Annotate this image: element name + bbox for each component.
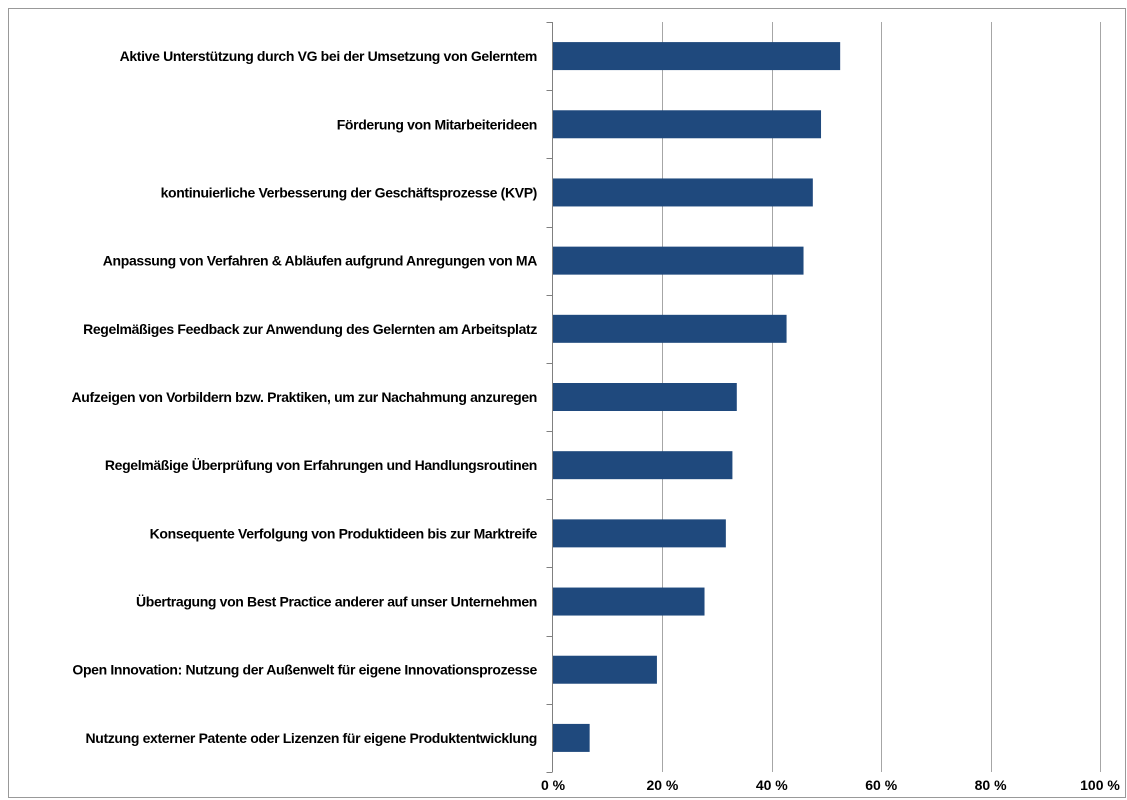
bar: [553, 42, 841, 71]
bar: [553, 723, 590, 752]
bar: [553, 655, 657, 684]
bar: [553, 246, 804, 275]
category-label: Anpassung von Verfahren & Abläufen aufgr…: [103, 253, 537, 269]
x-tick-label: 100 %: [1080, 777, 1120, 793]
bar: [553, 587, 705, 616]
x-tick-label: 60 %: [865, 777, 897, 793]
category-label: Nutzung externer Patente oder Lizenzen f…: [86, 730, 538, 746]
category-label: Förderung von Mitarbeiterideen: [337, 116, 537, 132]
category-label: Open Innovation: Nutzung der Außenwelt f…: [72, 662, 537, 678]
y-axis: [546, 22, 553, 773]
bar: [553, 451, 733, 480]
category-label: Konsequente Verfolgung von Produktideen …: [150, 525, 538, 541]
x-tick-label: 20 %: [646, 777, 678, 793]
bar: [553, 178, 813, 207]
category-label: kontinuierliche Verbesserung der Geschäf…: [161, 184, 537, 200]
x-tick-label: 80 %: [975, 777, 1007, 793]
bars: [553, 42, 841, 752]
gridlines: [662, 22, 1101, 772]
category-label: Regelmäßige Überprüfung von Erfahrungen …: [105, 457, 537, 473]
x-tick-label: 0 %: [541, 777, 566, 793]
x-tick-label: 40 %: [756, 777, 788, 793]
category-label: Aufzeigen von Vorbildern bzw. Praktiken,…: [72, 389, 538, 405]
category-label: Regelmäßiges Feedback zur Anwendung des …: [83, 321, 537, 337]
bar: [553, 110, 822, 139]
bar: [553, 519, 726, 548]
bar: [553, 383, 737, 411]
bar: [553, 314, 787, 343]
category-label: Übertragung von Best Practice anderer au…: [136, 594, 537, 610]
category-labels: Aktive Unterstützung durch VG bei der Um…: [72, 48, 538, 746]
category-label: Aktive Unterstützung durch VG bei der Um…: [120, 48, 537, 64]
x-tick-labels: 0 % 20 % 40 % 60 % 80 % 100 %: [541, 777, 1120, 793]
